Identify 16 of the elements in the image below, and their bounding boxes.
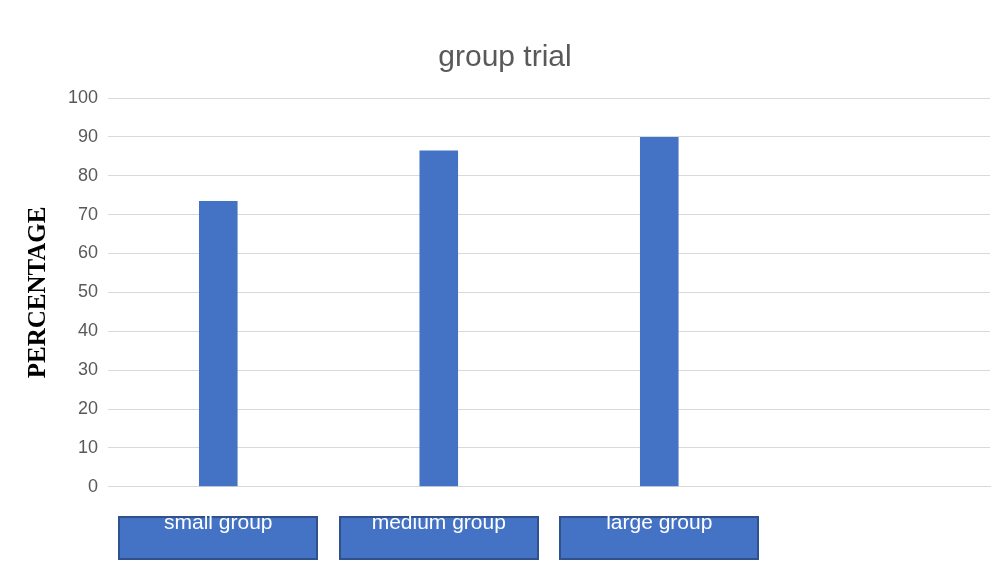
y-tick-label: 30 xyxy=(78,359,99,380)
x-tick-label: large group xyxy=(606,510,713,534)
x-tick-label: medium group xyxy=(371,510,506,534)
y-tick-label: 90 xyxy=(78,125,99,146)
y-tick-label: 20 xyxy=(78,398,99,419)
x-tick-label: small group xyxy=(164,510,273,534)
chart-title: group trial xyxy=(438,39,572,73)
y-tick-label: 50 xyxy=(78,281,99,302)
y-tick-label: 70 xyxy=(78,203,99,224)
y-tick-label: 40 xyxy=(78,320,99,341)
y-axis-title: PERCENTAGE xyxy=(23,206,51,379)
y-tick-label: 100 xyxy=(67,86,99,107)
y-tick-label: 60 xyxy=(78,242,99,263)
y-tick-label: 0 xyxy=(88,475,99,496)
y-tick-label: 80 xyxy=(78,164,99,185)
y-tick-label: 10 xyxy=(78,436,99,457)
